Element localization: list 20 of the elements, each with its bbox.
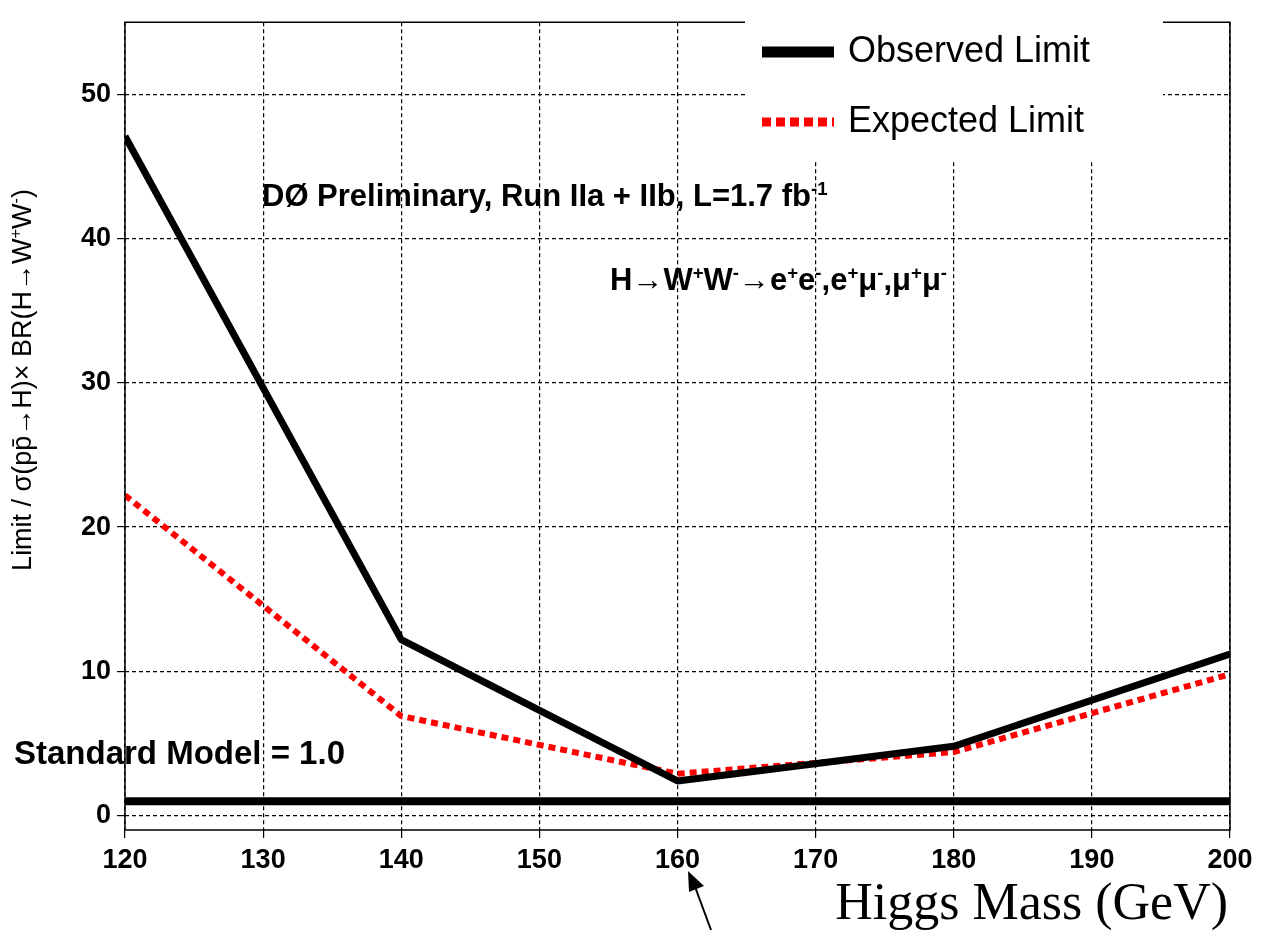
annotation: DØ Preliminary, Run IIa + IIb, L=1.7 fb$^{-1}$	[262, 178, 828, 215]
x-tick-label: 160	[654, 843, 701, 874]
x-tick-label: 150	[516, 843, 562, 874]
y-tick-label: 40	[80, 222, 111, 253]
x-tick-label: 120	[102, 843, 148, 874]
x-tick-label: 180	[931, 843, 977, 874]
y-tick-label: 10	[80, 654, 111, 685]
x-tick-label: 170	[793, 843, 839, 874]
x-tick-label: 140	[378, 843, 424, 874]
x-tick-label: 190	[1069, 843, 1115, 874]
x-tick-label: 200	[1207, 843, 1253, 874]
y-tick-label: 20	[80, 510, 111, 541]
legend-label: Observed Limit	[848, 28, 1091, 70]
x-tick-label: 130	[240, 843, 286, 874]
legend-label: Expected Limit	[848, 98, 1085, 140]
y-tick-label: 50	[80, 77, 111, 108]
x-axis-title: Higgs Mass (GeV)	[835, 872, 1228, 931]
y-tick-label: 30	[80, 366, 111, 397]
y-tick-label: 0	[95, 799, 111, 830]
text: H→W$^{+}$W$^{-}$→e$^{+}$e$^{-}$,e$^{+}$μ$^{-}$,μ$^{+}$μ$^{-}$	[610, 262, 948, 298]
